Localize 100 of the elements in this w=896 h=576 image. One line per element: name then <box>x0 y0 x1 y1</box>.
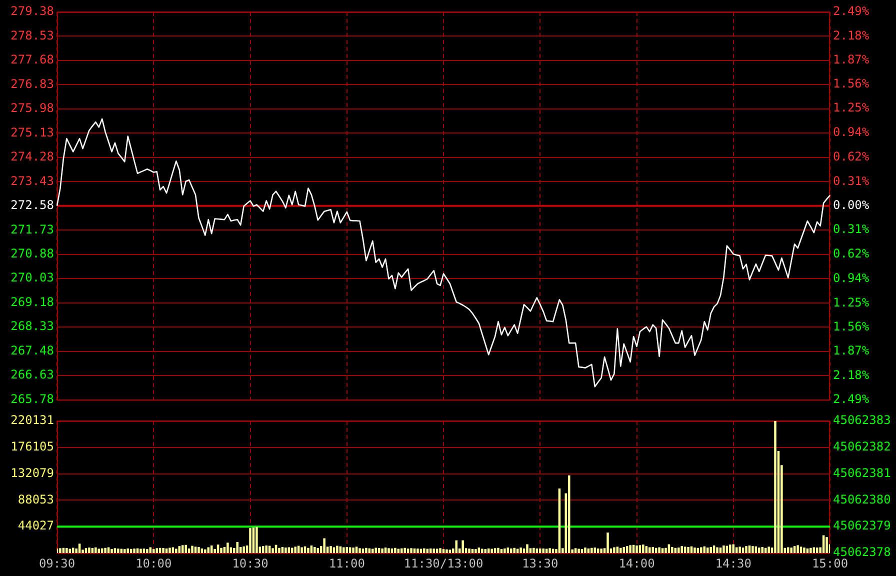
bar <box>761 546 764 553</box>
bar <box>719 548 722 553</box>
bar <box>84 548 88 553</box>
bar <box>700 547 702 553</box>
bar <box>416 548 419 553</box>
bar <box>384 548 387 553</box>
y2-tick-label: 2.49% <box>833 392 870 406</box>
bar <box>346 546 348 553</box>
bar <box>636 545 638 553</box>
bar <box>194 546 197 553</box>
bar <box>652 546 654 553</box>
bar <box>729 544 732 553</box>
bar <box>236 542 238 553</box>
bar <box>774 421 776 553</box>
bar <box>294 546 296 553</box>
bar <box>481 548 484 553</box>
bar <box>526 544 528 553</box>
bar <box>816 548 818 553</box>
bar <box>622 546 625 553</box>
bar <box>439 548 442 553</box>
y-tick-label: 275.13 <box>10 125 54 140</box>
x-tick-label: 10:30 <box>232 556 268 570</box>
bar <box>124 549 126 553</box>
y2-tick-label: 1.56% <box>833 76 870 91</box>
x-tick-label: 13:30 <box>522 556 558 570</box>
bar <box>497 548 500 553</box>
bar <box>314 546 316 553</box>
bar <box>365 548 368 553</box>
y2-tick-label: 2.18% <box>833 28 870 42</box>
bar <box>446 549 448 553</box>
bar <box>352 548 354 553</box>
y-tick-label: 266.63 <box>10 368 54 382</box>
bar <box>114 548 116 553</box>
bar <box>506 548 510 553</box>
y-tick-label: 44027 <box>18 518 54 533</box>
y2-tick-label: 1.25% <box>833 295 870 310</box>
bar <box>284 548 287 553</box>
bar <box>478 548 480 553</box>
bar <box>278 548 280 553</box>
bar <box>548 548 551 553</box>
bar <box>226 542 229 553</box>
bar <box>594 548 596 553</box>
bar <box>156 548 158 553</box>
y-tick-label: 220131 <box>10 413 54 428</box>
bar <box>803 548 806 553</box>
y-tick-label: 269.18 <box>10 294 54 309</box>
bar <box>265 545 268 553</box>
bar <box>362 548 364 553</box>
bar <box>394 548 396 553</box>
bar <box>181 545 184 553</box>
y-tick-label: 271.73 <box>10 222 54 236</box>
bar <box>146 549 148 553</box>
y2-tick-label: 0.62% <box>833 246 870 260</box>
bar <box>520 548 522 553</box>
bar <box>372 548 374 553</box>
y2-tick-label: 45062383 <box>833 413 891 428</box>
y-tick-label: 268.33 <box>10 319 54 334</box>
bar <box>104 548 106 553</box>
bar <box>214 548 216 553</box>
bar <box>126 548 129 553</box>
bar <box>538 548 542 553</box>
y2-tick-label: 1.87% <box>833 344 870 358</box>
bar <box>606 532 609 553</box>
bar <box>616 546 619 553</box>
y-tick-label: 132079 <box>10 466 54 480</box>
y-tick-label: 276.83 <box>10 76 54 91</box>
bar <box>249 528 252 553</box>
y-tick-label: 265.78 <box>10 392 54 406</box>
bar <box>680 546 683 553</box>
bar <box>490 548 493 553</box>
bar <box>752 546 754 553</box>
bar <box>358 548 361 553</box>
bar <box>220 548 222 553</box>
x-tick-label: 11:00 <box>328 556 365 570</box>
y-tick-label: 279.38 <box>10 4 54 18</box>
bar <box>262 546 264 553</box>
bar <box>684 546 686 553</box>
bar <box>584 548 586 553</box>
bar <box>448 550 452 553</box>
bar <box>94 547 97 553</box>
bar <box>648 547 651 553</box>
bar <box>758 548 760 553</box>
bar <box>638 545 642 553</box>
y2-tick-label: 0.31% <box>833 222 870 236</box>
y2-tick-label: 0.94% <box>833 124 870 139</box>
bar <box>800 546 802 553</box>
bar <box>826 537 828 553</box>
bar <box>175 548 178 553</box>
bar <box>504 548 506 553</box>
bar <box>272 548 274 553</box>
y2-tick-label: 1.87% <box>833 52 870 66</box>
y-tick-label: 270.03 <box>10 270 54 285</box>
bar <box>98 548 100 553</box>
bar <box>290 548 294 553</box>
bar <box>78 544 81 553</box>
bar <box>513 548 516 553</box>
bar <box>694 548 696 553</box>
bar <box>578 548 580 553</box>
x-tick-label: 10:00 <box>136 556 172 570</box>
bar <box>787 547 790 553</box>
